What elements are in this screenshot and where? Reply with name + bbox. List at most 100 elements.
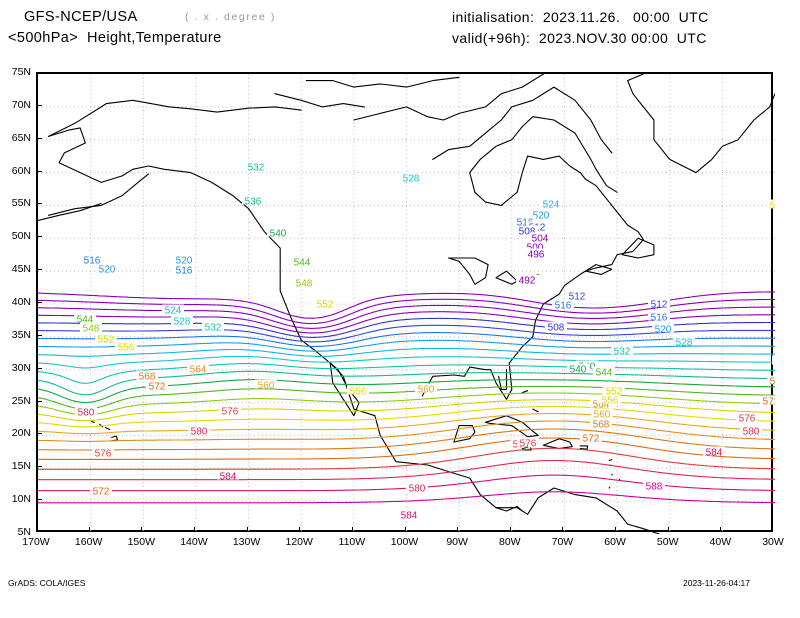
y-tick-label: 50N bbox=[11, 230, 31, 243]
contour-label: 520 bbox=[655, 324, 672, 335]
contour-label: 508 bbox=[519, 226, 536, 237]
contour-label: 540 bbox=[270, 228, 287, 239]
y-tick-mark bbox=[37, 433, 42, 435]
x-tick-mark bbox=[509, 527, 511, 532]
contour-label: 572 bbox=[149, 381, 166, 392]
contour-label: 576 bbox=[95, 448, 112, 459]
contour-label: 580 bbox=[743, 426, 760, 437]
x-tick-mark bbox=[404, 527, 406, 532]
x-tick-mark bbox=[299, 527, 301, 532]
contour-map-svg: 5325285365245205165125085045004964925405… bbox=[38, 74, 775, 534]
contour-label: 580 bbox=[191, 426, 208, 437]
contour-label: 520 bbox=[176, 255, 193, 266]
y-tick-mark bbox=[37, 400, 42, 402]
contour-label: 516 bbox=[176, 265, 193, 276]
y-tick-label: 60N bbox=[11, 164, 31, 177]
x-tick-mark bbox=[457, 527, 459, 532]
contour-label: 552 bbox=[317, 299, 334, 310]
footer-timestamp: 2023-11-26-04:17 bbox=[683, 578, 750, 588]
contour-label: 516 bbox=[651, 312, 668, 323]
contour-label: 556 bbox=[118, 342, 135, 353]
contour-label: 552 bbox=[606, 386, 623, 397]
contour-labels: 5325285365245205165125085045004964925405… bbox=[74, 161, 775, 521]
contour-label: 544 bbox=[596, 367, 613, 378]
contour-label: 588 bbox=[646, 481, 663, 492]
y-tick-mark bbox=[37, 334, 42, 336]
contour-label: 556 bbox=[350, 386, 367, 397]
x-tick-label: 140W bbox=[180, 536, 208, 548]
x-tick-mark bbox=[193, 527, 195, 532]
contour-label: 560 bbox=[258, 380, 275, 391]
contour-label: 544 bbox=[77, 314, 94, 325]
units-label: ( . x . degree ) bbox=[185, 11, 276, 23]
x-tick-label: 70W bbox=[551, 536, 574, 548]
x-tick-label: 150W bbox=[127, 536, 155, 548]
initialisation-time: initialisation: 2023.11.26. 00:00 UTC bbox=[452, 9, 709, 25]
contour-label: 504 bbox=[532, 233, 549, 244]
y-tick-mark bbox=[37, 302, 42, 303]
contour-label: 500 bbox=[527, 242, 544, 253]
y-tick-label: 5N bbox=[17, 526, 31, 538]
contour-label: 516 bbox=[517, 217, 534, 228]
y-tick-mark bbox=[37, 203, 42, 205]
contour-label: 572 bbox=[763, 396, 775, 407]
y-tick-mark bbox=[37, 367, 42, 369]
x-tick-mark bbox=[88, 527, 90, 532]
y-tick-label: 10N bbox=[11, 493, 31, 506]
y-tick-label: 20N bbox=[11, 427, 31, 440]
contour-label: 560 bbox=[594, 409, 611, 420]
x-tick-label: 50W bbox=[656, 536, 679, 548]
contour-label: 540 bbox=[570, 364, 587, 375]
valid-time: valid(+96h): 2023.NOV.30 00:00 UTC bbox=[452, 30, 707, 46]
x-tick-mark bbox=[141, 527, 143, 532]
x-tick-mark bbox=[246, 527, 248, 532]
contour-label: 560 bbox=[418, 384, 435, 395]
contour-label: 512 bbox=[651, 299, 668, 310]
contour-label: 584 bbox=[706, 447, 723, 458]
contour-label: 492 bbox=[519, 275, 536, 286]
contour-label: 528 bbox=[403, 173, 420, 184]
contour-label: 584 bbox=[401, 510, 418, 521]
contour-label: 532 bbox=[205, 322, 222, 333]
contour-label: 568 bbox=[139, 371, 156, 382]
contour-label: 528 bbox=[174, 316, 191, 327]
contour-label: 524 bbox=[543, 199, 560, 210]
x-tick-label: 170W bbox=[22, 536, 50, 548]
y-tick-label: 65N bbox=[11, 131, 31, 144]
contour-label: 516 bbox=[555, 300, 572, 311]
contour-label: 544 bbox=[294, 257, 311, 268]
y-tick-mark bbox=[37, 170, 42, 172]
x-tick-label: 80W bbox=[498, 536, 521, 548]
model-title: GFS-NCEP/USA bbox=[24, 9, 138, 25]
x-tick-mark bbox=[351, 527, 353, 532]
x-tick-label: 160W bbox=[74, 536, 103, 548]
contour-label: 524 bbox=[165, 305, 182, 316]
contour-label: 548 bbox=[296, 278, 313, 289]
contour-label: 520 bbox=[99, 264, 116, 275]
y-tick-mark bbox=[37, 499, 42, 501]
contour-label: 556 bbox=[770, 200, 775, 211]
y-tick-label: 25N bbox=[11, 394, 31, 407]
y-tick-mark bbox=[37, 236, 42, 238]
contour-label: 552 bbox=[98, 334, 115, 345]
contour-label: 548 bbox=[83, 323, 100, 334]
x-tick-label: 60W bbox=[604, 536, 626, 548]
x-tick-label: 110W bbox=[338, 536, 366, 548]
contour-label: 584 bbox=[220, 471, 237, 482]
contour-label: 496 bbox=[528, 249, 545, 260]
contour-label: 572 bbox=[583, 433, 600, 444]
x-tick-mark bbox=[667, 527, 669, 532]
y-tick-label: 55N bbox=[11, 197, 31, 210]
contour-label: 580 bbox=[409, 483, 426, 494]
contour-label: 528 bbox=[676, 337, 693, 348]
x-tick-mark bbox=[615, 527, 617, 532]
y-tick-mark bbox=[37, 466, 42, 468]
contour-label: 576 bbox=[520, 438, 537, 449]
x-tick-label: 40W bbox=[709, 536, 732, 548]
contour-label: 576 bbox=[222, 406, 239, 417]
contour-label: 572 bbox=[93, 486, 110, 497]
y-tick-label: 30N bbox=[11, 361, 31, 374]
y-tick-mark bbox=[37, 104, 42, 106]
y-tick-label: 15N bbox=[11, 460, 31, 473]
x-tick-label: 100W bbox=[390, 536, 419, 548]
